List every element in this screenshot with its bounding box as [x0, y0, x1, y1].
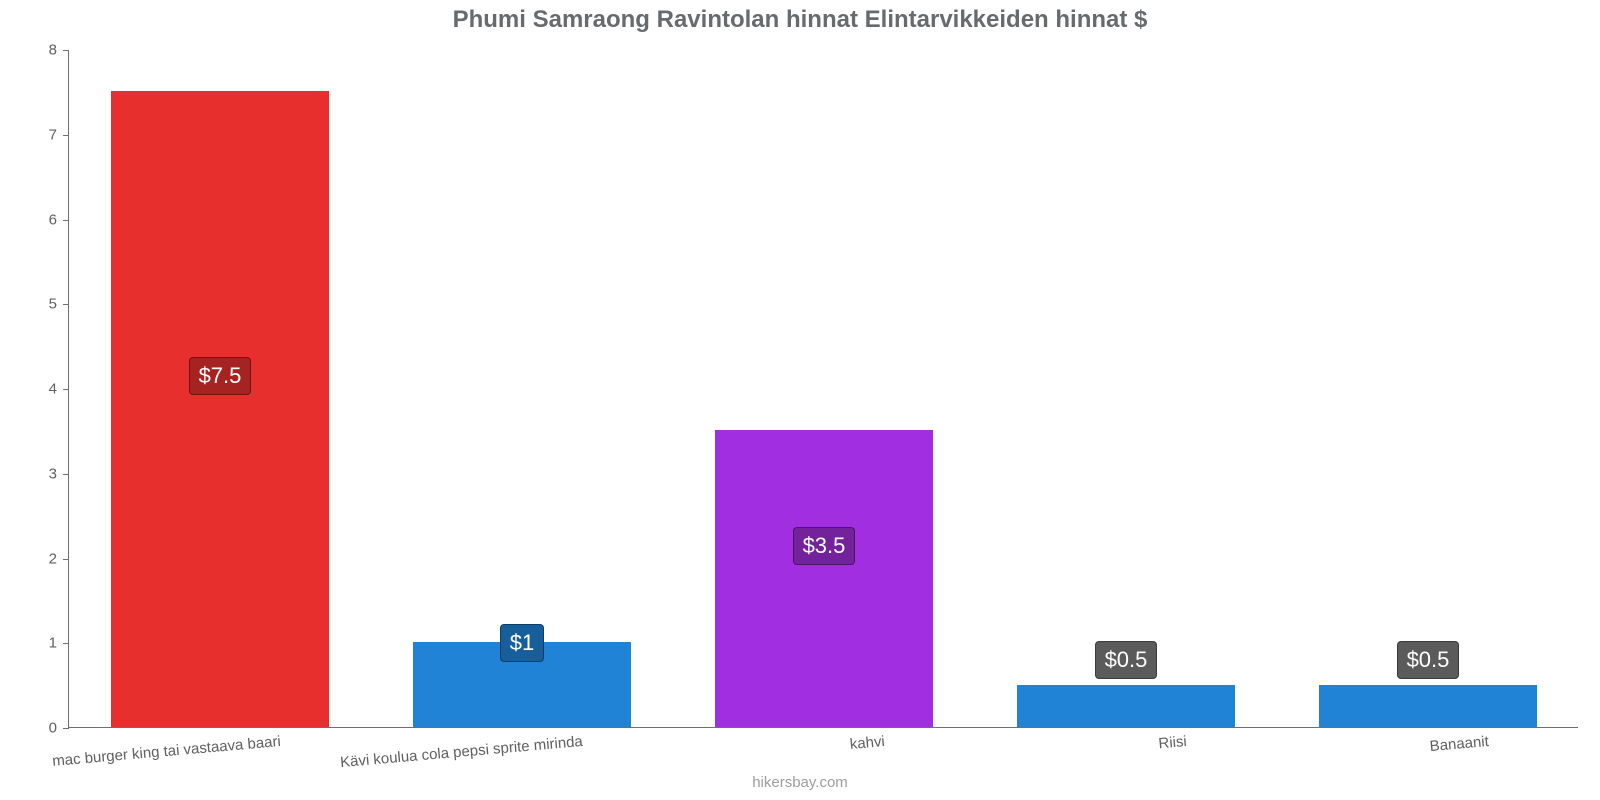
ytick-mark	[63, 728, 69, 729]
ytick-label: 5	[49, 296, 57, 313]
ytick-label: 6	[49, 211, 57, 228]
ytick-mark	[63, 643, 69, 644]
ytick-mark	[63, 304, 69, 305]
ytick-label: 7	[49, 126, 57, 143]
ytick-label: 0	[49, 720, 57, 737]
price-bar	[715, 430, 932, 727]
chart-title: Phumi Samraong Ravintolan hinnat Elintar…	[0, 0, 1600, 35]
ytick-label: 2	[49, 550, 57, 567]
price-bar	[1017, 685, 1234, 727]
ytick-label: 8	[49, 42, 57, 59]
ytick-label: 1	[49, 635, 57, 652]
price-bar	[1319, 685, 1536, 727]
ytick-mark	[63, 559, 69, 560]
price-bar	[111, 91, 328, 727]
ytick-label: 4	[49, 381, 57, 398]
price-bar	[413, 642, 630, 727]
ytick-mark	[63, 50, 69, 51]
ytick-mark	[63, 389, 69, 390]
chart-source: hikersbay.com	[0, 774, 1600, 791]
ytick-mark	[63, 474, 69, 475]
ytick-mark	[63, 135, 69, 136]
ytick-mark	[63, 220, 69, 221]
bar-value-label: $0.5	[1017, 642, 1234, 678]
bar-value-label: $0.5	[1319, 642, 1536, 678]
ytick-label: 3	[49, 465, 57, 482]
plot-area: 012345678$7.5mac burger king tai vastaav…	[68, 50, 1578, 728]
price-bar-chart: Phumi Samraong Ravintolan hinnat Elintar…	[0, 0, 1600, 800]
